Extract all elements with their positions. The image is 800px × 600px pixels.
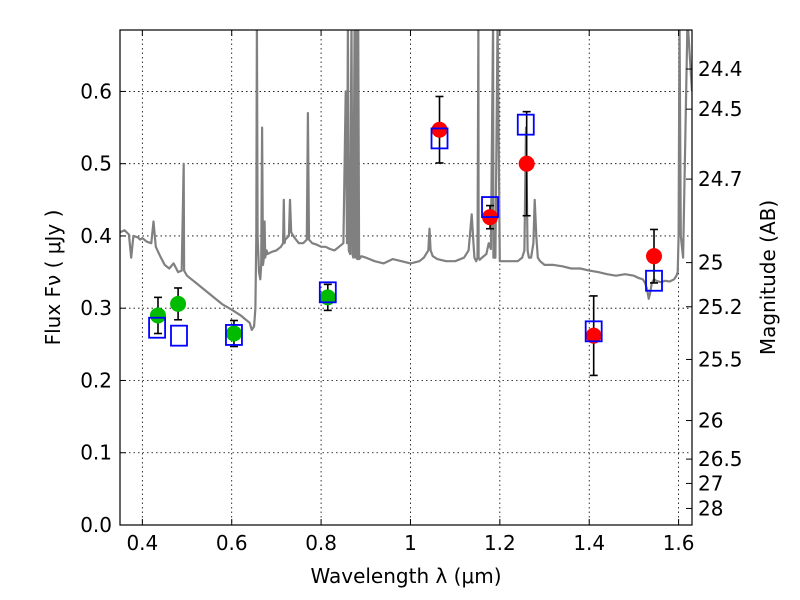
green-data-point — [225, 325, 242, 342]
model-square — [148, 316, 166, 339]
y2-tick-label: 24.4 — [698, 57, 743, 81]
green-data-point — [170, 295, 187, 312]
y2-tick-label: 25 — [698, 251, 723, 275]
y2-tick-label: 24.5 — [698, 97, 743, 121]
model-square — [170, 324, 188, 347]
y-tick-labels: 0.0 0.1 0.2 0.3 0.4 0.5 0.6 — [80, 79, 112, 537]
data-points — [149, 121, 663, 344]
x-axis-label: Wavelength λ (μm) — [310, 564, 501, 588]
y2-axis-label: Magnitude (AB) — [756, 200, 780, 355]
model-square — [225, 324, 243, 346]
y-tick-label: 0.0 — [80, 513, 112, 537]
model-square — [430, 127, 449, 150]
axis-ticks — [120, 30, 692, 526]
x-tick-label: 1.4 — [573, 531, 605, 555]
y-tick-label: 0.6 — [80, 79, 112, 103]
y-axis-label: Flux Fν ( μJy ) — [41, 210, 65, 346]
y-tick-label: 0.5 — [80, 152, 112, 176]
x-tick-label: 1.2 — [484, 531, 516, 555]
x-tick-labels: 0.4 0.6 0.8 1 1.2 1.4 1.6 — [126, 531, 694, 555]
y-tick-label: 0.4 — [80, 224, 112, 248]
green-data-point — [319, 289, 336, 306]
x-tick-label: 1.6 — [663, 531, 695, 555]
y2-tick-label: 26 — [698, 409, 723, 433]
y2-tick-label: 27 — [698, 471, 723, 495]
model-square — [645, 269, 663, 292]
y-tick-label: 0.1 — [80, 441, 112, 465]
spectrum-line — [120, 30, 692, 331]
red-data-point — [646, 248, 663, 265]
y-tick-label: 0.3 — [80, 296, 112, 320]
y2-tick-label: 28 — [698, 496, 723, 520]
grid — [120, 30, 692, 526]
x-tick-label: 0.6 — [216, 531, 248, 555]
y2-tick-label: 26.5 — [698, 447, 743, 471]
plot-area — [120, 30, 692, 377]
y2-tick-label: 25.2 — [698, 295, 743, 319]
x-tick-label: 1 — [404, 531, 417, 555]
model-square — [584, 320, 603, 343]
red-data-point — [431, 121, 448, 138]
model-square — [516, 113, 535, 136]
green-data-point — [149, 307, 166, 324]
plot-frame — [119, 29, 693, 526]
y-tick-label: 0.2 — [80, 368, 112, 392]
red-data-point — [585, 327, 602, 344]
red-data-point — [518, 155, 535, 172]
model-square — [481, 196, 499, 218]
model-square — [318, 281, 337, 304]
y2-tick-label: 25.5 — [698, 347, 743, 371]
y2-tick-label: 24.7 — [698, 167, 743, 191]
x-tick-label: 0.8 — [305, 531, 337, 555]
x-tick-label: 0.4 — [126, 531, 158, 555]
model-squares — [148, 113, 663, 347]
